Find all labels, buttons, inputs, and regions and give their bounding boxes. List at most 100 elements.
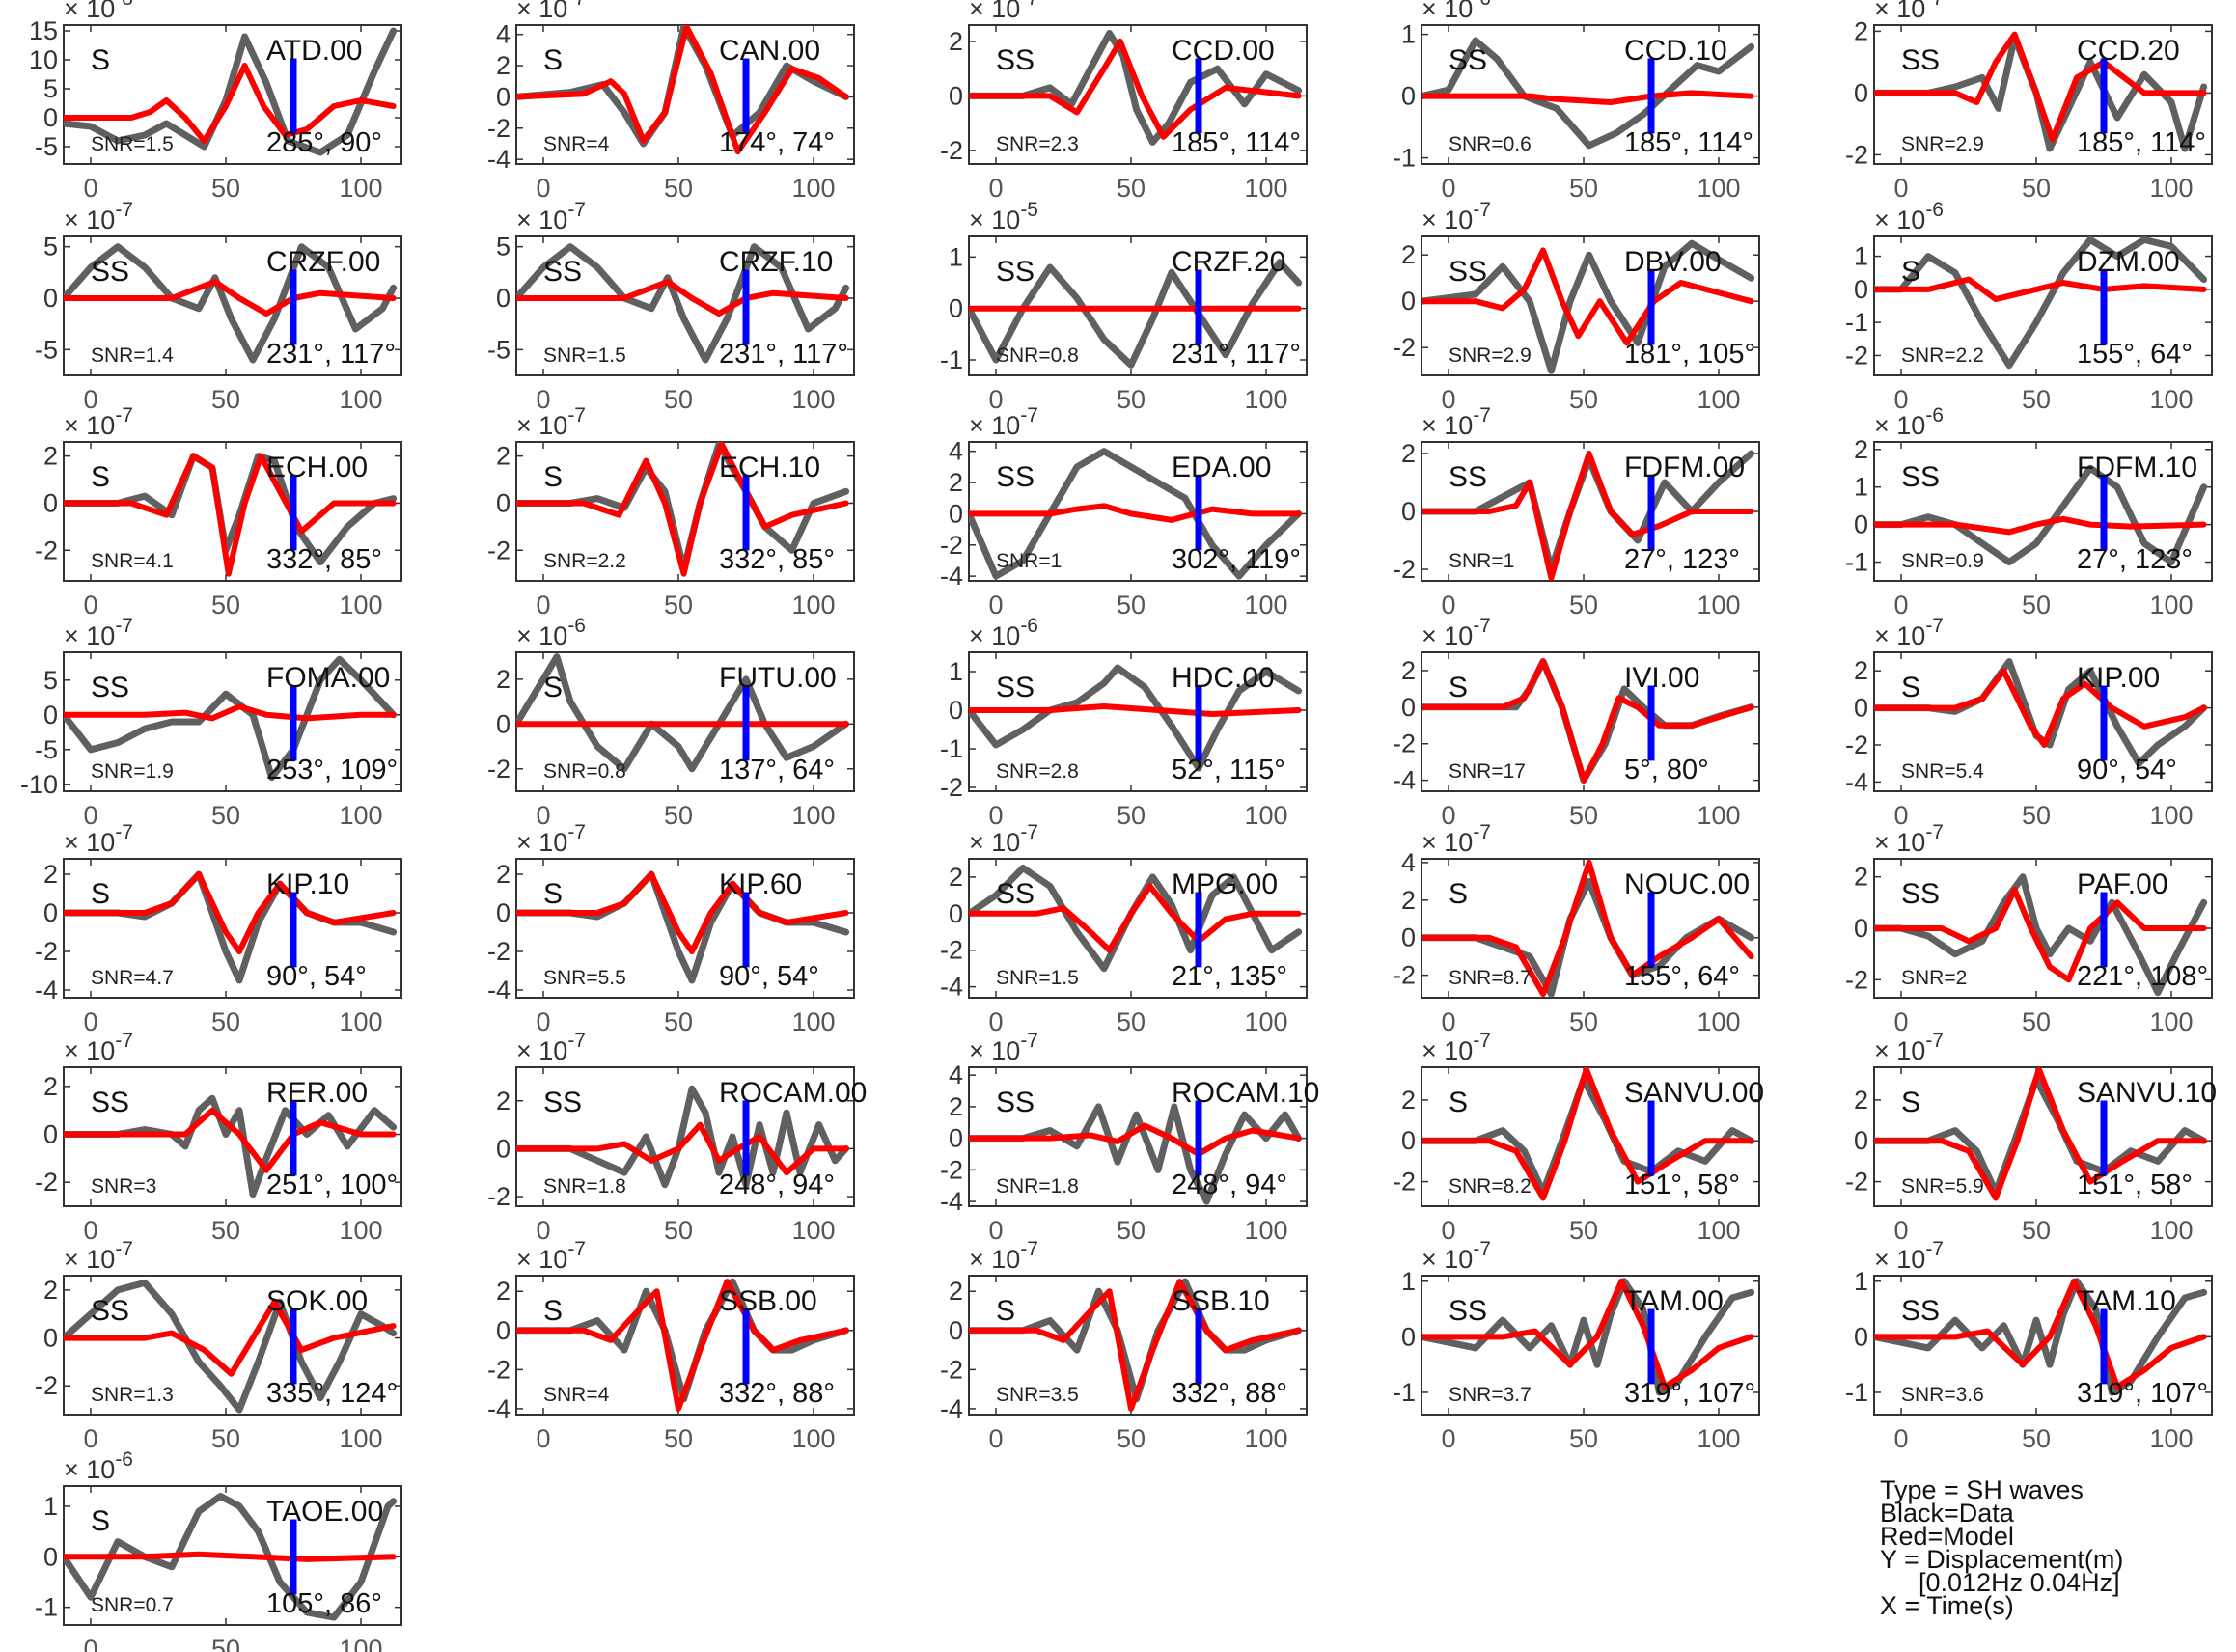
x-tick-label: 50 (211, 591, 240, 620)
x-tick-label: 0 (1893, 1424, 1908, 1453)
axes-frame (515, 235, 855, 376)
y-tick-label: -4 (940, 562, 963, 591)
angles-label: 21°, 135° (1172, 961, 1287, 992)
snr-label: SNR=1.5 (996, 967, 1079, 989)
model-trace (516, 442, 849, 577)
phase-label: SS (996, 672, 1035, 703)
axes-frame (1873, 441, 2213, 582)
y-tick-label: 0 (1401, 497, 1416, 526)
station-label: FOMA.00 (266, 662, 390, 694)
snr-label: SNR=5.9 (1901, 1175, 1984, 1198)
snr-label: SNR=1.4 (91, 344, 174, 367)
y-tick-label: 0 (496, 709, 511, 738)
x-tick-label: 100 (339, 801, 382, 830)
y-tick-label: -4 (1845, 767, 1868, 796)
station-label: SSB.00 (719, 1285, 817, 1317)
station-label: IVI.00 (1624, 662, 1699, 694)
phase-label: SS (1901, 878, 1940, 910)
angles-label: 105°, 86° (266, 1588, 382, 1619)
y-tick-label: -1 (1845, 548, 1868, 577)
phase-label: SS (91, 256, 129, 288)
station-label: CRZF.00 (266, 246, 380, 278)
station-label: CRZF.20 (1172, 246, 1285, 278)
axes-frame (1421, 858, 1760, 999)
angles-label: 185°, 114° (1624, 127, 1753, 158)
y-tick-label: 1 (1401, 20, 1416, 49)
snr-label: SNR=3.6 (1901, 1384, 1984, 1406)
station-label: CRZF.10 (719, 246, 833, 278)
model-trace (64, 871, 397, 954)
snr-label: SNR=17 (1449, 760, 1526, 783)
y-exponent-label: × 10-7 (64, 1030, 133, 1065)
waveform-panel-DZM.00: -2 -1 0 1 0 50 100 × 10-6 DZM.00 S SNR=2.2 155°, 64… (1845, 199, 2213, 414)
y-exponent-label: × 10-6 (516, 615, 586, 650)
y-tick-label: 5 (43, 74, 58, 103)
station-label: SOK.00 (266, 1285, 368, 1317)
x-tick-label: 100 (2149, 385, 2193, 414)
phase-label: SS (1449, 256, 1487, 288)
y-tick-label: 0 (43, 284, 58, 313)
snr-label: SNR=2.9 (1901, 133, 1984, 155)
x-tick-label: 50 (2022, 174, 2051, 203)
y-tick-label: 2 (43, 1072, 58, 1101)
model-trace (969, 703, 1302, 717)
y-tick-label: 0 (496, 488, 511, 517)
snr-label: SNR=1.5 (543, 344, 626, 367)
station-label: SSB.10 (1172, 1285, 1270, 1317)
y-tick-label: 0 (43, 701, 58, 730)
y-tick-label: -2 (1393, 555, 1416, 584)
x-tick-label: 50 (1117, 385, 1146, 414)
y-tick-label: 2 (496, 1277, 511, 1306)
y-tick-label: 1 (1854, 242, 1868, 271)
y-tick-label: 0 (949, 899, 963, 928)
angles-label: 335°, 124° (266, 1378, 398, 1409)
data-trace (1422, 1076, 1755, 1196)
phase-label: S (543, 461, 563, 493)
y-tick-label: -2 (35, 1168, 58, 1197)
angles-label: 332°, 85° (266, 544, 382, 575)
x-tick-label: 50 (2022, 591, 2051, 620)
angles-label: 319°, 107° (1624, 1378, 1755, 1409)
waveform-panel-CCD.00: -2 0 2 0 50 100 × 10-7 CCD.00 SS SNR=2.3 185°, 114… (940, 0, 1308, 203)
x-tick-label: 50 (1569, 1007, 1598, 1036)
y-exponent-label: × 10-7 (516, 404, 586, 440)
x-tick-label: 100 (339, 591, 382, 620)
x-tick-label: 100 (1697, 1216, 1740, 1245)
y-tick-label: 0 (496, 82, 511, 111)
station-label: FDFM.00 (1624, 452, 1745, 483)
y-tick-label: -5 (35, 335, 58, 364)
y-tick-label: 2 (43, 860, 58, 889)
x-tick-label: 0 (1893, 591, 1908, 620)
y-tick-label: 0 (949, 696, 963, 725)
station-label: FDFM.10 (2077, 452, 2197, 483)
waveform-panel-MPG.00: -4 -2 0 2 0 50 100 × 10-7 MPG.00 SS SNR=1.5 21°, 13… (940, 821, 1308, 1036)
angles-label: 155°, 64° (1624, 961, 1740, 992)
x-tick-label: 100 (2149, 801, 2193, 830)
station-label: TAM.10 (2077, 1285, 2176, 1317)
station-label: DBV.00 (1624, 246, 1722, 278)
phase-label: SS (543, 1087, 582, 1118)
phase-label: SS (91, 1295, 129, 1327)
y-tick-label: 0 (43, 1542, 58, 1571)
y-tick-label: 0 (496, 1134, 511, 1163)
y-tick-label: 2 (1401, 656, 1416, 685)
phase-label: S (91, 878, 110, 910)
y-tick-label: 0 (949, 294, 963, 323)
phase-label: S (1901, 256, 1920, 288)
x-tick-label: 0 (1441, 591, 1455, 620)
snr-label: SNR=1.3 (91, 1384, 174, 1406)
x-tick-label: 100 (2149, 1216, 2193, 1245)
y-tick-label: -5 (35, 735, 58, 764)
y-tick-label: 2 (1854, 1086, 1868, 1115)
legend: Type = SH waves Black=Data Red=Model Y =… (1880, 1477, 2123, 1619)
x-tick-label: 100 (1697, 385, 1740, 414)
y-tick-label: -4 (940, 973, 963, 1002)
axes-frame (515, 441, 855, 582)
y-exponent-label: × 10-7 (516, 0, 586, 23)
y-tick-label: -4 (1393, 766, 1416, 795)
y-tick-label: 2 (1401, 240, 1416, 269)
y-tick-label: 0 (1401, 287, 1416, 316)
